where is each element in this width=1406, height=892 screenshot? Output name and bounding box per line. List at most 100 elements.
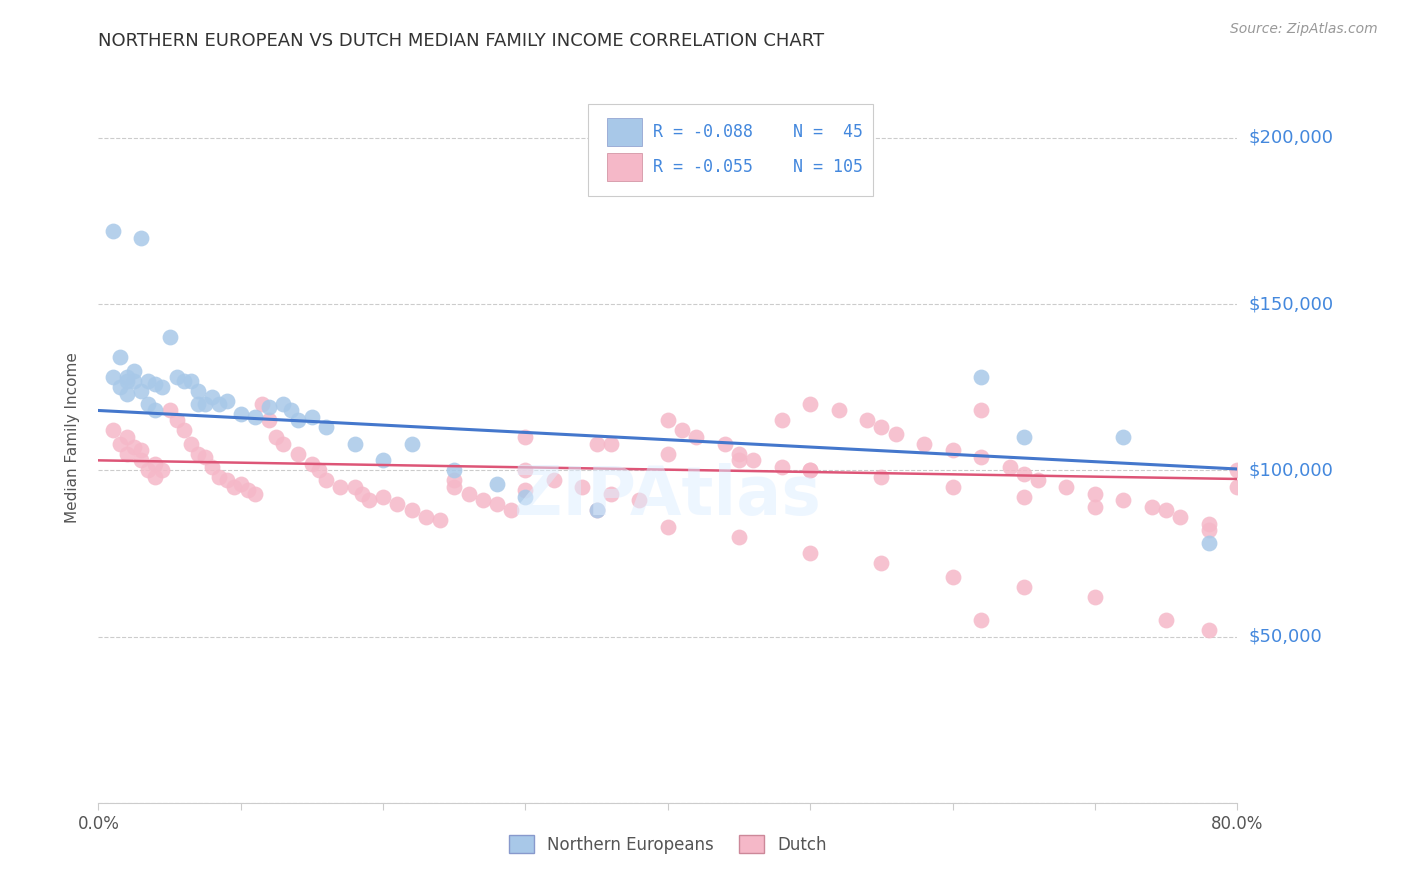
Point <box>387 497 409 511</box>
Point <box>1170 509 1192 524</box>
Point <box>136 374 159 388</box>
Point <box>728 447 751 461</box>
Point <box>799 397 821 411</box>
Point <box>215 473 238 487</box>
Text: $50,000: $50,000 <box>1249 628 1322 646</box>
Point <box>129 443 152 458</box>
Point <box>229 476 252 491</box>
Point <box>201 460 224 475</box>
Point <box>136 397 159 411</box>
Point <box>159 403 181 417</box>
Point <box>315 420 337 434</box>
Point <box>115 447 138 461</box>
Text: Source: ZipAtlas.com: Source: ZipAtlas.com <box>1230 22 1378 37</box>
Point <box>236 483 259 498</box>
FancyBboxPatch shape <box>588 104 873 195</box>
Point <box>173 374 195 388</box>
Point <box>329 480 352 494</box>
Point <box>357 493 380 508</box>
Point <box>145 457 167 471</box>
Point <box>600 436 623 450</box>
Point <box>152 380 174 394</box>
Point <box>585 503 607 517</box>
Point <box>187 447 209 461</box>
Point <box>1226 463 1249 477</box>
Point <box>471 493 494 508</box>
Point <box>280 403 302 417</box>
Point <box>1198 623 1220 637</box>
Point <box>1012 490 1035 504</box>
Point <box>942 443 965 458</box>
Point <box>728 530 751 544</box>
Point <box>115 430 138 444</box>
Point <box>870 470 893 484</box>
Point <box>166 413 188 427</box>
Point <box>912 436 935 450</box>
Point <box>1198 516 1220 531</box>
Point <box>970 613 993 627</box>
Point <box>108 351 131 365</box>
Point <box>287 447 309 461</box>
Point <box>714 436 737 450</box>
Point <box>129 453 152 467</box>
Text: NORTHERN EUROPEAN VS DUTCH MEDIAN FAMILY INCOME CORRELATION CHART: NORTHERN EUROPEAN VS DUTCH MEDIAN FAMILY… <box>98 32 824 50</box>
Point <box>159 330 181 344</box>
Point <box>1226 480 1249 494</box>
Point <box>515 490 537 504</box>
Point <box>152 463 174 477</box>
Point <box>799 463 821 477</box>
Point <box>101 424 124 438</box>
Text: R = -0.055    N = 105: R = -0.055 N = 105 <box>652 158 863 177</box>
Bar <box>607 118 641 146</box>
Point <box>129 384 152 398</box>
Point <box>1198 536 1220 550</box>
Point <box>970 370 993 384</box>
Point <box>208 397 231 411</box>
Point <box>187 397 209 411</box>
Point <box>742 453 765 467</box>
Legend: Northern Europeans, Dutch: Northern Europeans, Dutch <box>502 829 834 860</box>
Point <box>515 430 537 444</box>
Point <box>222 480 245 494</box>
Point <box>870 420 893 434</box>
Point <box>250 397 273 411</box>
Point <box>401 503 423 517</box>
Text: ZIPAtlas: ZIPAtlas <box>515 463 821 529</box>
Point <box>187 384 209 398</box>
Point <box>770 413 793 427</box>
Point <box>201 390 224 404</box>
Point <box>828 403 851 417</box>
Point <box>585 503 607 517</box>
Point <box>145 470 167 484</box>
Point <box>457 486 479 500</box>
Point <box>884 426 907 441</box>
Point <box>108 436 131 450</box>
Point <box>1112 430 1135 444</box>
Point <box>685 430 707 444</box>
Point <box>657 447 679 461</box>
Point <box>443 480 465 494</box>
Point <box>657 413 679 427</box>
Point <box>970 403 993 417</box>
Point <box>101 370 124 384</box>
Point <box>1084 486 1107 500</box>
Point <box>1198 523 1220 537</box>
Point <box>266 430 288 444</box>
Point <box>671 424 693 438</box>
Point <box>129 230 152 244</box>
Point <box>243 486 266 500</box>
Bar <box>607 153 641 181</box>
Text: $150,000: $150,000 <box>1249 295 1333 313</box>
Point <box>728 453 751 467</box>
Text: $200,000: $200,000 <box>1249 128 1333 147</box>
Point <box>122 440 145 454</box>
Point <box>585 436 607 450</box>
Point <box>194 450 217 464</box>
Point <box>571 480 593 494</box>
Point <box>308 463 330 477</box>
Point <box>1084 500 1107 514</box>
Point <box>429 513 451 527</box>
Point <box>180 374 202 388</box>
Point <box>1084 590 1107 604</box>
Point <box>108 380 131 394</box>
